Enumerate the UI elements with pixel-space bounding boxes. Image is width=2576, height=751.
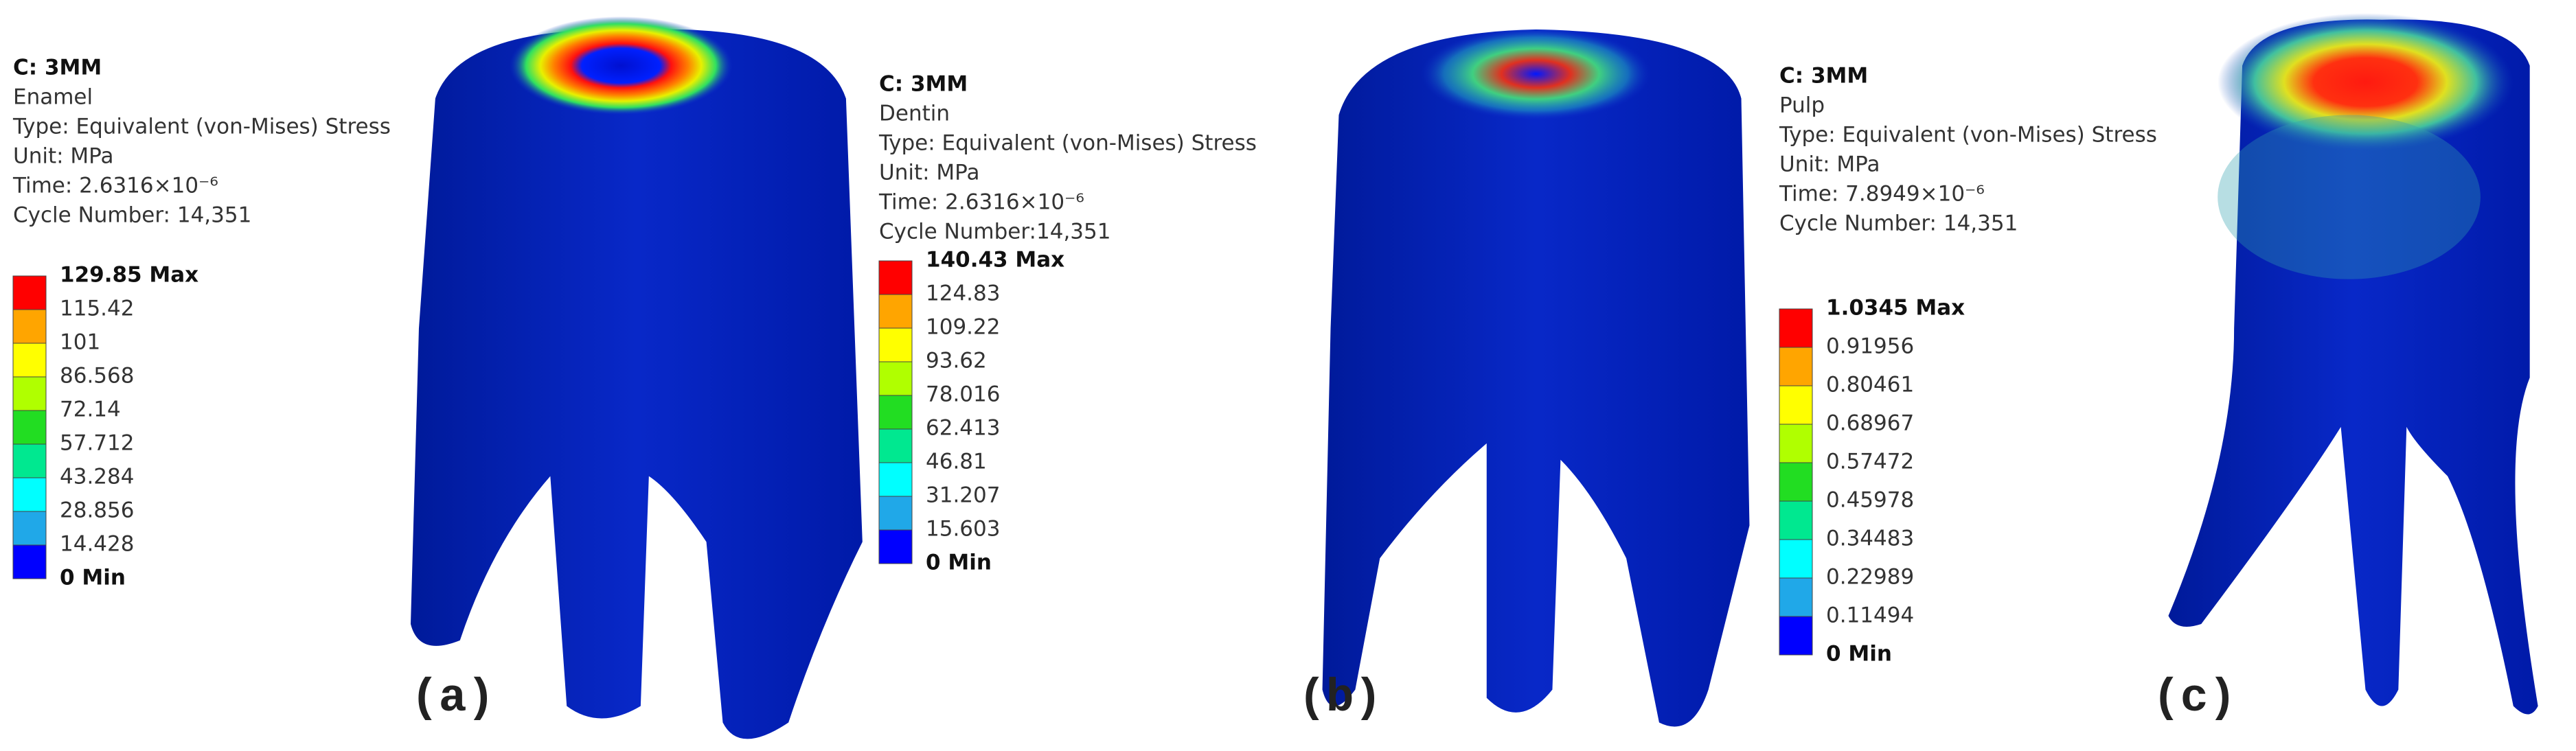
- legend-label: 31.207: [926, 483, 1000, 508]
- legend-header: Type: Equivalent (von-Mises) Stress: [878, 131, 1257, 156]
- color-band: [878, 327, 913, 362]
- color-band: [878, 428, 913, 463]
- legend-header: Unit: MPa: [879, 161, 979, 185]
- legend-header: Time: 2.6316×10⁻⁶: [878, 190, 1084, 215]
- legend-header: C: 3MM: [879, 72, 968, 97]
- color-band: [1779, 462, 1813, 502]
- legend-header: C: 3MM: [1779, 64, 1868, 89]
- color-band: [878, 260, 913, 295]
- color-band: [878, 529, 913, 564]
- stress-hotspot: [509, 16, 733, 115]
- legend-label: 28.856: [60, 498, 134, 523]
- color-band: [1779, 424, 1813, 463]
- legend-label: 0 Min: [60, 566, 126, 590]
- legend-label: 15.603: [926, 517, 1000, 542]
- tooth-c: [2168, 19, 2538, 715]
- panel-label: (b): [1298, 672, 1382, 725]
- legend-header: Cycle Number: 14,351: [13, 203, 251, 228]
- legend-header: Time: 7.8949×10⁻⁶: [1779, 182, 1985, 207]
- legend-header: Type: Equivalent (von-Mises) Stress: [1779, 123, 2157, 148]
- legend-label: 101: [60, 330, 100, 355]
- stress-hotspot: [1421, 27, 1651, 120]
- legend-label: 0 Min: [1826, 642, 1892, 667]
- color-band: [1779, 616, 1813, 656]
- legend-header: Dentin: [879, 102, 950, 126]
- legend-label: 0.91956: [1826, 334, 1914, 359]
- legend-header: C: 3MM: [13, 56, 102, 80]
- stress-hotspot: [2218, 13, 2514, 152]
- color-band: [12, 309, 47, 344]
- legend-header: Cycle Number: 14,351: [1779, 211, 2018, 236]
- legend-label: 0.22989: [1826, 565, 1914, 590]
- legend-label: 72.14: [60, 397, 121, 422]
- color-band: [1779, 347, 1813, 386]
- color-band: [1779, 539, 1813, 579]
- color-band: [12, 275, 47, 310]
- color-band: [878, 294, 913, 329]
- legend-label: 0.11494: [1826, 603, 1914, 628]
- color-band: [878, 395, 913, 430]
- legend-label: 0.45978: [1826, 488, 1914, 513]
- tooth-models: [411, 13, 2538, 739]
- legend-label: 0.80461: [1826, 373, 1914, 397]
- legend-label: 62.413: [926, 416, 1000, 441]
- color-band: [878, 361, 913, 396]
- legend-label: 0 Min: [926, 551, 992, 575]
- panel-label: (a): [411, 672, 494, 725]
- color-band: [12, 443, 47, 478]
- legend-label: 57.712: [60, 431, 134, 456]
- legend-label: 46.81: [926, 450, 987, 474]
- legend-label: 124.83: [926, 281, 1000, 306]
- legend-header: Unit: MPa: [13, 144, 113, 169]
- legend-label: 43.284: [60, 465, 134, 489]
- color-band: [878, 496, 913, 531]
- color-band: [12, 477, 47, 512]
- legend-label: 1.0345 Max: [1826, 296, 1965, 321]
- legend-header: Cycle Number:14,351: [879, 220, 1110, 244]
- legend-label: 0.57472: [1826, 450, 1914, 474]
- legend-label: 86.568: [60, 364, 134, 389]
- color-band: [1779, 577, 1813, 617]
- legend-header: Enamel: [13, 85, 93, 110]
- color-band: [1779, 385, 1813, 425]
- legend-label: 115.42: [60, 297, 134, 321]
- tooth-a: [411, 29, 863, 739]
- color-band: [1779, 500, 1813, 540]
- legend-label: 93.62: [926, 349, 987, 373]
- legend-header: Unit: MPa: [1779, 152, 1880, 177]
- legend-header: Pulp: [1779, 93, 1825, 118]
- color-band: [1779, 308, 1813, 348]
- color-band: [12, 343, 47, 378]
- color-band: [878, 462, 913, 497]
- legend-header: Time: 2.6316×10⁻⁶: [12, 174, 218, 198]
- legend-label: 0.34483: [1826, 527, 1914, 551]
- legend-label: 78.016: [926, 382, 1000, 407]
- color-band: [12, 511, 47, 546]
- color-band: [12, 376, 47, 411]
- legend-label: 140.43 Max: [926, 248, 1064, 273]
- legend-header: Type: Equivalent (von-Mises) Stress: [12, 115, 391, 139]
- legend-label: 109.22: [926, 315, 1000, 340]
- legend-label: 14.428: [60, 532, 134, 557]
- legend-label: 129.85 Max: [60, 263, 198, 288]
- panel-label: (c): [2152, 672, 2236, 725]
- stress-hotspot: [2218, 115, 2481, 279]
- color-band: [12, 410, 47, 445]
- legend-label: 0.68967: [1826, 411, 1914, 436]
- color-band: [12, 544, 47, 579]
- tooth-b: [1322, 30, 1750, 727]
